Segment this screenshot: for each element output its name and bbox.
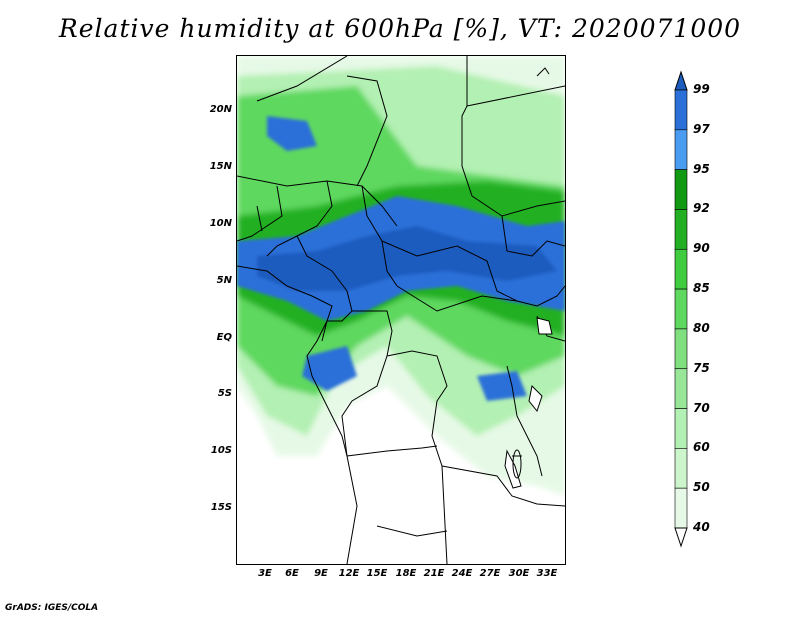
colorbar-segment: [674, 288, 688, 330]
grads-credit: GrADS: IGES/COLA: [5, 603, 99, 613]
lat-tick-label: 10N: [209, 218, 232, 229]
colorbar-bottom-arrow: [674, 527, 688, 548]
colorbar-segment: [674, 368, 688, 409]
colorbar-level-label: 90: [693, 241, 710, 256]
humidity-map: [237, 56, 565, 564]
country-borders: [237, 56, 565, 564]
lat-tick-label: 15N: [209, 161, 232, 172]
chart-title: Relative humidity at 600hPa [%], VT: 202…: [58, 14, 742, 43]
colorbar-level-label: 60: [693, 440, 710, 455]
coastline: [237, 265, 348, 457]
colorbar-level-label: 70: [693, 400, 710, 415]
lon-tick-label: 24E: [451, 568, 473, 579]
colorbar-segment: [674, 129, 688, 170]
colorbar-level-label: 40: [693, 520, 710, 534]
colorbar-segment: [674, 408, 688, 449]
lat-tick-label: 20N: [209, 104, 232, 115]
colorbar-level-label: 80: [693, 320, 710, 335]
colorbar-segment: [674, 448, 688, 489]
lon-tick-label: 21E: [423, 568, 445, 579]
colorbar-segment: [674, 209, 688, 250]
colorbar-segment: [674, 89, 688, 131]
lon-tick-label: 30E: [508, 568, 530, 579]
rh-95-patch: [267, 116, 317, 151]
lon-tick-label: 18E: [395, 568, 417, 579]
rh-95-patch-east: [477, 371, 527, 401]
colorbar: [674, 70, 688, 548]
colorbar-level-label: 92: [693, 201, 710, 216]
colorbar-level-label: 50: [693, 480, 710, 495]
rh-97-core: [257, 226, 557, 291]
lon-tick-label: 12E: [338, 568, 360, 579]
colorbar-top-arrow: [674, 70, 688, 91]
colorbar-level-label: 75: [693, 360, 710, 375]
lat-tick-label: EQ: [216, 332, 232, 343]
lat-tick-label: 15S: [210, 502, 232, 513]
lon-tick-label: 6E: [285, 568, 299, 579]
lon-tick-label: 33E: [536, 568, 558, 579]
map-panel: [236, 55, 566, 565]
colorbar-segment: [674, 328, 688, 370]
colorbar-segment: [674, 487, 688, 529]
colorbar-level-label: 97: [693, 121, 710, 136]
lon-tick-label: 15E: [366, 568, 388, 579]
lat-tick-label: 5N: [216, 275, 232, 286]
lat-tick-label: 10S: [210, 445, 232, 456]
rh-95-patch-south: [302, 346, 357, 391]
lon-tick-label: 9E: [314, 568, 328, 579]
lon-tick-label: 3E: [258, 568, 272, 579]
colorbar-level-label: 95: [693, 161, 710, 176]
lakes: [504, 317, 553, 489]
colorbar-segment: [674, 248, 688, 290]
lon-tick-label: 27E: [479, 568, 501, 579]
colorbar-level-label: 85: [693, 281, 710, 296]
colorbar-segment: [674, 169, 688, 210]
colorbar-level-label: 99: [693, 82, 710, 96]
lat-tick-label: 5S: [217, 388, 232, 399]
